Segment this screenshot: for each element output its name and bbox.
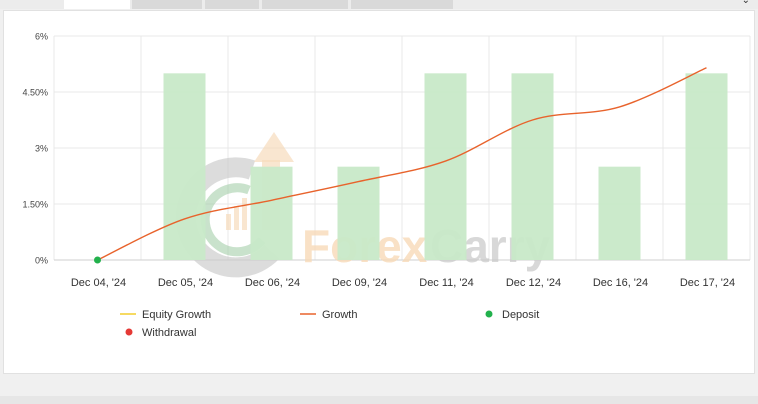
tab-4[interactable] [262,0,348,9]
legend-deposit-label: Deposit [502,309,539,321]
y-tick-label: 1.50% [22,200,48,210]
x-tick-label: Dec 09, '24 [332,277,387,289]
bar-1 [163,73,206,260]
legend-deposit-swatch [485,310,493,318]
tab-1[interactable] [64,0,130,9]
y-tick-label: 4.50% [22,88,48,98]
tab-3[interactable] [205,0,259,9]
legend-withdrawal-swatch [125,328,133,336]
y-tick-label: 3% [35,144,48,154]
bar-3 [337,166,380,260]
tab-2[interactable] [132,0,202,9]
x-tick-label: Dec 06, '24 [245,277,300,289]
chart-legend: Equity Growth Growth Deposit Withdrawal [120,309,539,339]
x-tick-label: Dec 12, '24 [506,277,561,289]
bottom-scrollbar[interactable] [0,396,758,404]
y-tick-label: 6% [35,32,48,42]
growth-line-layer [97,67,707,261]
y-tick-label: 0% [35,256,48,266]
chevron-down-icon[interactable]: ⌄ [741,0,750,6]
y-axis: 6% 4.50% 3% 1.50% 0% [22,32,48,266]
tab-5[interactable] [351,0,453,9]
x-tick-label: Dec 11, '24 [419,277,473,289]
tab-bar: ⌄ [0,0,758,9]
x-tick-label: Dec 04, '24 [71,277,126,289]
bar-7 [685,73,728,260]
bar-6 [598,166,641,260]
deposit-points [94,256,101,264]
legend-growth-label: Growth [322,309,357,321]
x-tick-label: Dec 16, '24 [593,277,648,289]
deposit-point [94,256,101,264]
growth-line [97,67,707,261]
x-axis: Dec 04, '24 Dec 05, '24 Dec 06, '24 Dec 09,… [71,277,735,289]
bar-2 [250,166,293,260]
bar-4 [424,73,467,260]
x-tick-label: Dec 17, '24 [680,277,735,289]
legend-equity-growth-label: Equity Growth [142,309,211,321]
x-tick-label: Dec 05, '24 [158,277,213,289]
bar-5 [511,73,554,260]
legend-withdrawal-label: Withdrawal [142,327,196,339]
